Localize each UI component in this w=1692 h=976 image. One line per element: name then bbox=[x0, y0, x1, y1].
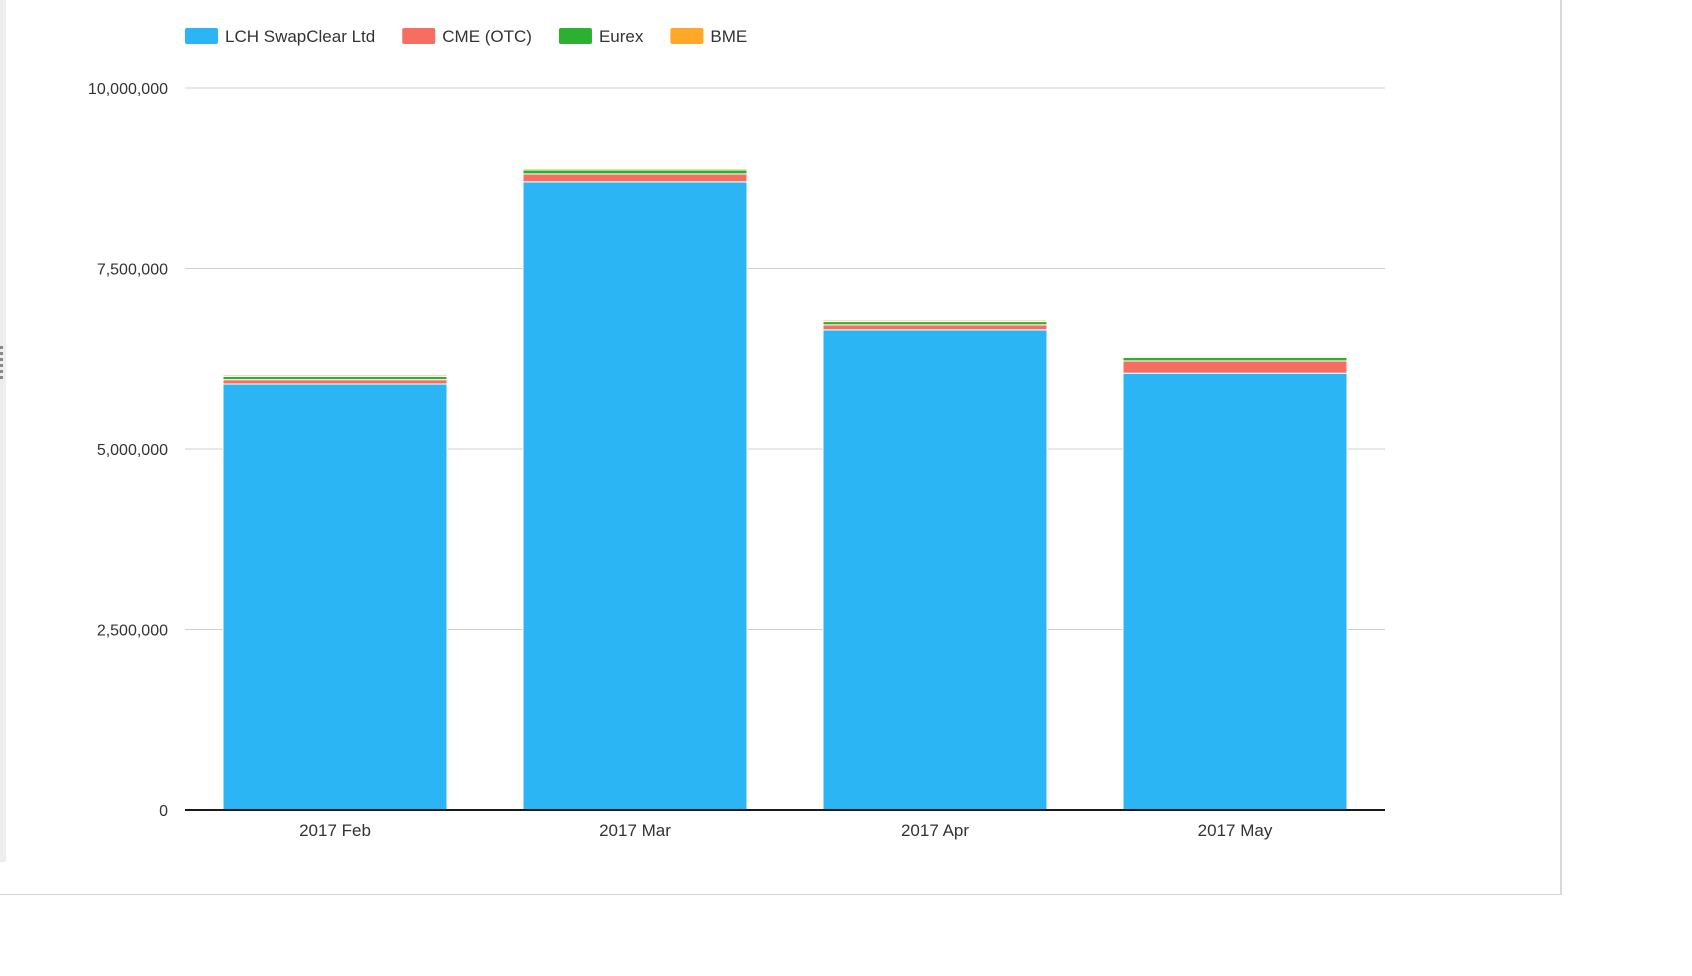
bar-segment bbox=[1122, 356, 1348, 362]
bar-segment bbox=[222, 379, 448, 385]
x-axis-labels: 2017 Feb 2017 Mar 2017 Apr 2017 May bbox=[299, 821, 1273, 840]
x-tick-label: 2017 Feb bbox=[299, 821, 371, 840]
bar-segment bbox=[522, 169, 748, 175]
y-tick-label: 7,500,000 bbox=[97, 262, 168, 279]
stacked-bar-chart: LCH SwapClear Ltd CME (OTC) Eurex BME 0 2,50… bbox=[88, 27, 1385, 840]
panel-right-border bbox=[1560, 0, 1562, 895]
bar-segment bbox=[822, 324, 1048, 331]
x-tick-label: 2017 May bbox=[1198, 821, 1273, 840]
legend-label: BME bbox=[710, 27, 747, 46]
bar-segment bbox=[222, 383, 448, 811]
legend-swatch bbox=[402, 28, 436, 44]
bar-segment bbox=[522, 173, 748, 183]
y-tick-label: 2,500,000 bbox=[97, 623, 168, 640]
bar-segment bbox=[1122, 372, 1348, 811]
bar-segments bbox=[222, 168, 1348, 811]
resize-handle-icon[interactable] bbox=[0, 346, 4, 382]
chart-legend: LCH SwapClear Ltd CME (OTC) Eurex BME bbox=[185, 27, 747, 46]
bar-segment bbox=[1122, 360, 1348, 374]
legend-swatch bbox=[185, 28, 218, 44]
y-tick-label: 0 bbox=[159, 803, 168, 820]
x-tick-label: 2017 Mar bbox=[599, 821, 671, 840]
y-tick-label: 10,000,000 bbox=[88, 81, 168, 98]
legend-label: Eurex bbox=[599, 27, 644, 46]
bar-segment bbox=[522, 181, 748, 811]
panel-bottom-rule bbox=[0, 894, 1562, 895]
panel-left-border bbox=[0, 0, 6, 862]
bar-segment bbox=[1122, 355, 1348, 358]
legend-swatch bbox=[558, 28, 592, 44]
legend-label: LCH SwapClear Ltd bbox=[225, 27, 375, 46]
bar-segment bbox=[222, 374, 448, 377]
legend-swatch bbox=[670, 28, 704, 44]
bar-segment bbox=[822, 329, 1048, 811]
bar-segment bbox=[822, 319, 1048, 323]
legend-label: CME (OTC) bbox=[442, 27, 532, 46]
y-axis-ticks: 0 2,500,000 5,000,000 7,500,000 10,000,000 bbox=[88, 81, 168, 820]
x-tick-label: 2017 Apr bbox=[901, 821, 969, 840]
y-tick-label: 5,000,000 bbox=[97, 442, 168, 459]
bar-segment bbox=[522, 168, 748, 171]
